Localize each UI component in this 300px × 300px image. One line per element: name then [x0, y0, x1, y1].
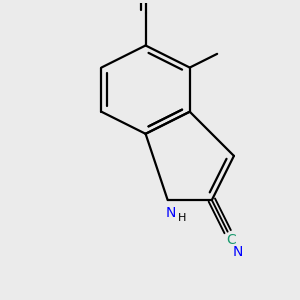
Text: H: H	[178, 213, 186, 223]
Text: N: N	[232, 245, 243, 259]
Text: N: N	[165, 206, 176, 220]
Text: C: C	[227, 232, 236, 247]
